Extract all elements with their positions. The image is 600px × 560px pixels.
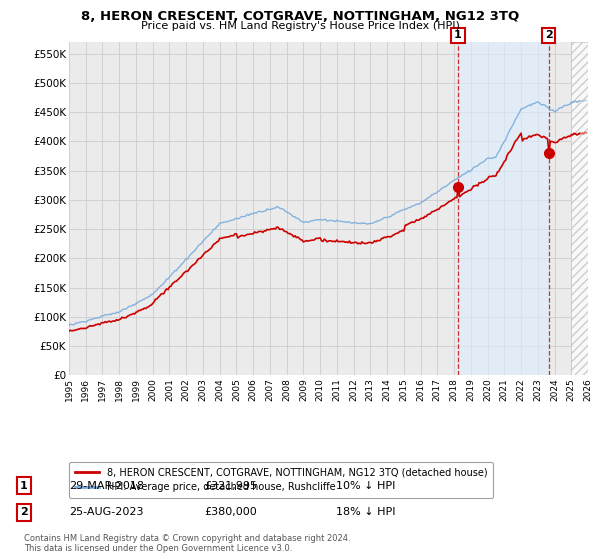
- Text: 2: 2: [545, 30, 553, 40]
- Text: 1: 1: [454, 30, 462, 40]
- Text: 8, HERON CRESCENT, COTGRAVE, NOTTINGHAM, NG12 3TQ: 8, HERON CRESCENT, COTGRAVE, NOTTINGHAM,…: [81, 10, 519, 23]
- Text: 18% ↓ HPI: 18% ↓ HPI: [336, 507, 395, 517]
- Text: 29-MAR-2018: 29-MAR-2018: [69, 480, 144, 491]
- Text: 10% ↓ HPI: 10% ↓ HPI: [336, 480, 395, 491]
- Text: Price paid vs. HM Land Registry's House Price Index (HPI): Price paid vs. HM Land Registry's House …: [140, 21, 460, 31]
- Legend: 8, HERON CRESCENT, COTGRAVE, NOTTINGHAM, NG12 3TQ (detached house), HPI: Average: 8, HERON CRESCENT, COTGRAVE, NOTTINGHAM,…: [68, 461, 493, 498]
- Text: 25-AUG-2023: 25-AUG-2023: [69, 507, 143, 517]
- Bar: [571, 42, 588, 375]
- Text: Contains HM Land Registry data © Crown copyright and database right 2024.
This d: Contains HM Land Registry data © Crown c…: [24, 534, 350, 553]
- Text: £321,995: £321,995: [204, 480, 257, 491]
- Text: 1: 1: [20, 480, 28, 491]
- Text: 2: 2: [20, 507, 28, 517]
- Text: £380,000: £380,000: [204, 507, 257, 517]
- Bar: [458, 42, 548, 375]
